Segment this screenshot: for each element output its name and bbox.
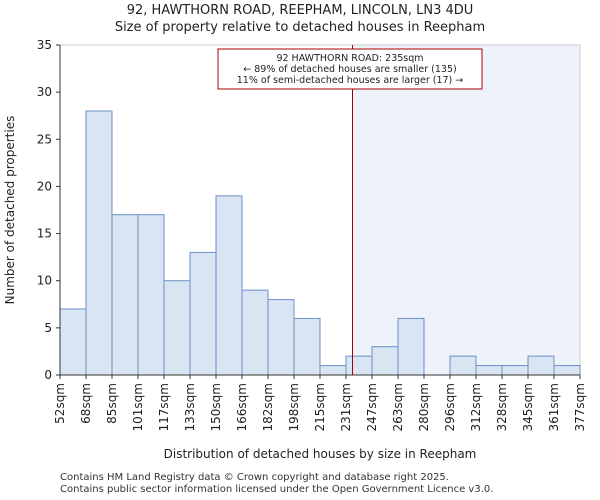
histogram-bar: [371, 346, 399, 376]
x-tick-label: 133sqm: [183, 383, 197, 431]
x-tick-label: 296sqm: [443, 383, 457, 431]
histogram-bar: [215, 195, 243, 376]
x-tick-label: 182sqm: [261, 383, 275, 431]
highlight-region: [352, 45, 580, 375]
footer-copyright: Contains HM Land Registry data © Crown c…: [60, 472, 449, 483]
chart-title: 92, HAWTHORN ROAD, REEPHAM, LINCOLN, LN3…: [126, 3, 474, 18]
x-tick-label: 85sqm: [105, 383, 119, 424]
histogram-bar: [241, 289, 269, 376]
x-tick-label: 263sqm: [391, 383, 405, 431]
footer-licence: Contains public sector information licen…: [60, 484, 494, 495]
y-tick-label: 5: [44, 321, 52, 335]
histogram-bar: [85, 110, 113, 376]
x-tick-label: 166sqm: [235, 383, 249, 431]
histogram-bar: [475, 365, 503, 376]
x-tick-label: 247sqm: [365, 383, 379, 431]
histogram-bar: [345, 355, 373, 376]
x-tick-label: 328sqm: [495, 383, 509, 431]
histogram-bar: [189, 251, 217, 376]
x-tick-label: 101sqm: [131, 383, 145, 431]
histogram-bar: [59, 308, 87, 376]
x-tick-label: 52sqm: [53, 383, 67, 424]
chart-subtitle: Size of property relative to detached ho…: [114, 20, 486, 35]
x-tick-label: 231sqm: [339, 383, 353, 431]
y-tick-label: 15: [37, 227, 52, 241]
y-tick-label: 30: [37, 85, 52, 99]
x-tick-label: 280sqm: [417, 383, 431, 431]
x-tick-label: 150sqm: [209, 383, 223, 431]
histogram-bar: [527, 355, 555, 376]
x-tick-label: 68sqm: [79, 383, 93, 424]
histogram-bar: [553, 365, 581, 376]
annotation-line-2: ← 89% of detached houses are smaller (13…: [243, 64, 456, 75]
x-tick-label: 377sqm: [573, 383, 587, 431]
annotation-line-1: 92 HAWTHORN ROAD: 235sqm: [276, 53, 423, 64]
annotation-line-3: 11% of semi-detached houses are larger (…: [237, 75, 464, 86]
y-tick-label: 0: [44, 368, 52, 382]
histogram-bar: [267, 299, 295, 376]
x-tick-label: 345sqm: [521, 383, 535, 431]
x-tick-label: 198sqm: [287, 383, 301, 431]
y-tick-label: 35: [37, 38, 52, 52]
histogram-bar: [293, 317, 321, 376]
x-tick-label: 215sqm: [313, 383, 327, 431]
histogram-bar: [163, 280, 191, 376]
y-tick-label: 25: [37, 132, 52, 146]
histogram-bar: [397, 317, 425, 376]
histogram-bar: [449, 355, 477, 376]
x-tick-label: 117sqm: [157, 383, 171, 431]
histogram-bar: [319, 365, 347, 376]
y-tick-label: 10: [37, 274, 52, 288]
histogram-bar: [137, 214, 165, 376]
x-axis-label: Distribution of detached houses by size …: [164, 447, 477, 461]
histogram-bar: [111, 214, 139, 376]
x-tick-label: 312sqm: [469, 383, 483, 431]
y-tick-label: 20: [37, 179, 52, 193]
x-tick-label: 361sqm: [547, 383, 561, 431]
y-axis-label: Number of detached properties: [3, 116, 17, 305]
histogram-bar: [501, 365, 529, 376]
annotation-box: [217, 48, 483, 90]
